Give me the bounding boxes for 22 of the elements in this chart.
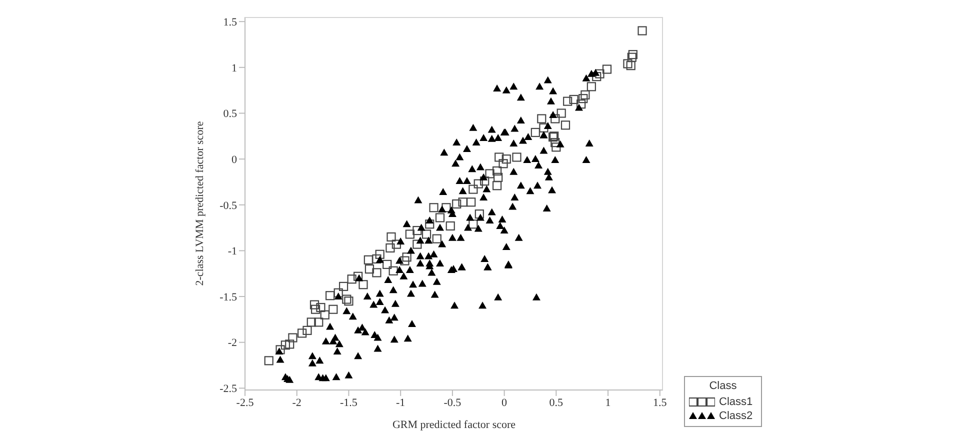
y-tick-label: -0.5 bbox=[220, 200, 238, 212]
x-tick-label: 0.5 bbox=[549, 396, 564, 409]
x-tick-label: -1 bbox=[396, 396, 406, 409]
y-tick-label: -1.5 bbox=[220, 291, 238, 304]
x-tick-label: 0 bbox=[502, 396, 508, 409]
legend-label: Class2 bbox=[719, 410, 753, 422]
x-tick-label: -2 bbox=[292, 396, 302, 409]
x-tick-label: -0.5 bbox=[444, 396, 462, 409]
y-axis-title: 2-class LVMM predicted factor score bbox=[194, 121, 206, 286]
y-tick-label: 1 bbox=[232, 62, 237, 74]
y-tick-label: -1 bbox=[228, 246, 237, 258]
y-tick-label: 1.5 bbox=[223, 16, 238, 28]
y-tick-label: -2.5 bbox=[220, 383, 238, 396]
x-tick-label: 1.5 bbox=[653, 396, 668, 409]
x-axis-title: GRM predicted factor score bbox=[392, 419, 516, 431]
x-tick-label: 1 bbox=[605, 396, 611, 409]
y-tick-label: -2 bbox=[228, 337, 237, 350]
y-tick-label: 0.5 bbox=[223, 108, 238, 120]
x-tick-label: -1.5 bbox=[340, 396, 358, 409]
y-tick-label: 0 bbox=[232, 154, 238, 166]
legend-label: Class1 bbox=[719, 396, 753, 408]
legend-title: Class bbox=[708, 380, 738, 392]
